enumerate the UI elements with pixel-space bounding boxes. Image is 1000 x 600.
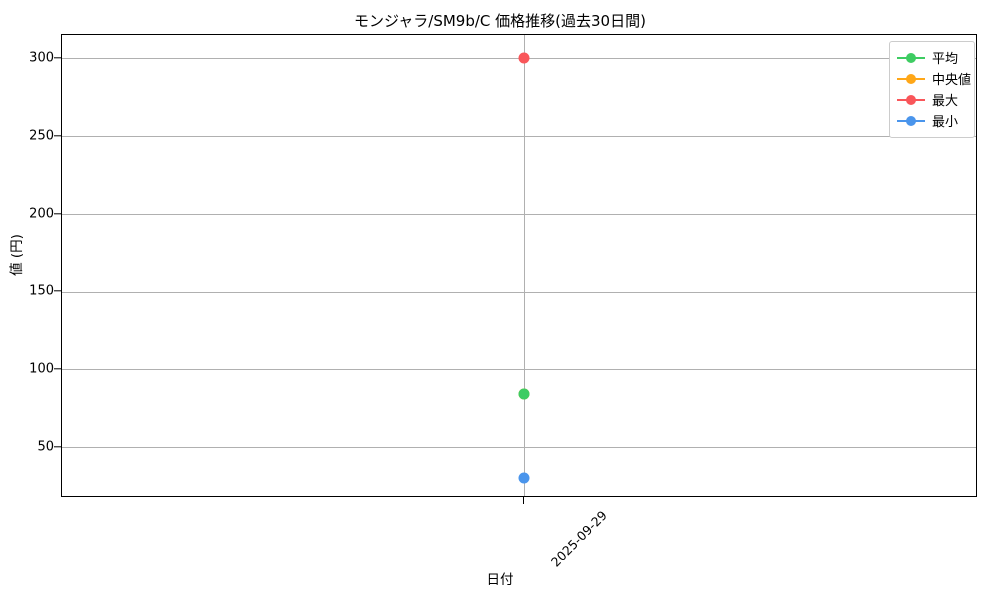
y-tick-label-300: 300 <box>29 50 54 66</box>
legend-item-min[interactable]: 最小 <box>896 110 968 131</box>
y-tick-mark-100 <box>54 368 61 370</box>
legend-item-average[interactable]: 平均 <box>896 47 968 68</box>
data-point-max[interactable] <box>518 52 530 64</box>
legend-label-min: 最小 <box>932 115 959 130</box>
y-tick-mark-50 <box>54 446 61 448</box>
gridline-150 <box>62 292 976 293</box>
y-axis-title: 値 (円) <box>9 234 25 276</box>
y-tick-label-200: 200 <box>29 206 54 222</box>
data-point-average[interactable] <box>518 388 530 400</box>
y-tick-label-50: 50 <box>37 439 54 455</box>
x-axis-title: 日付 <box>486 572 514 588</box>
gridline-250 <box>62 136 976 137</box>
plot-area: 平均 中央値 最大 最小 <box>61 34 977 497</box>
legend-marker-min-icon <box>896 115 926 127</box>
legend-marker-average-icon <box>896 52 926 64</box>
y-tick-label-100: 100 <box>29 361 54 377</box>
gridline-100 <box>62 369 976 370</box>
data-point-min[interactable] <box>518 472 530 484</box>
y-tick-label-150: 150 <box>29 283 54 299</box>
x-tick-mark-2025-09-29 <box>523 497 525 504</box>
y-tick-mark-150 <box>54 290 61 292</box>
y-tick-mark-200 <box>54 213 61 215</box>
y-tick-mark-250 <box>54 135 61 137</box>
legend-label-average: 平均 <box>932 52 959 67</box>
y-tick-mark-300 <box>54 57 61 59</box>
chart-legend: 平均 中央値 最大 最小 <box>889 41 975 138</box>
x-tick-label-2025-09-29: 2025-09-29 <box>547 507 610 570</box>
legend-marker-max-icon <box>896 94 926 106</box>
legend-label-median: 中央値 <box>932 73 972 88</box>
y-tick-label-250: 250 <box>29 128 54 144</box>
gridline-2025-09-29 <box>524 35 525 496</box>
y-axis-tick-labels: 300 250 200 150 100 50 <box>0 0 54 600</box>
legend-item-median[interactable]: 中央値 <box>896 68 972 89</box>
gridline-200 <box>62 214 976 215</box>
legend-marker-median-icon <box>896 73 926 85</box>
chart-title: モンジャラ/SM9b/C 価格推移(過去30日間) <box>354 12 646 30</box>
gridline-50 <box>62 447 976 448</box>
legend-item-max[interactable]: 最大 <box>896 89 968 110</box>
legend-label-max: 最大 <box>932 94 959 109</box>
